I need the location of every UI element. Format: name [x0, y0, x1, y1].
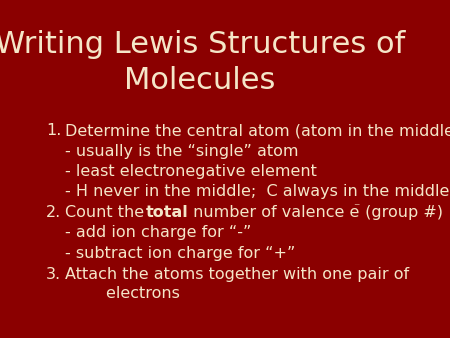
Text: total: total: [146, 205, 189, 220]
Text: (group #): (group #): [360, 205, 443, 220]
Text: - add ion charge for “-”: - add ion charge for “-”: [64, 225, 251, 240]
Text: - least electronegative element: - least electronegative element: [64, 164, 316, 179]
Text: 2.: 2.: [46, 205, 61, 220]
Text: number of valence e: number of valence e: [188, 205, 359, 220]
Text: 3.: 3.: [46, 267, 61, 282]
Text: 1.: 1.: [46, 123, 61, 138]
Text: - H never in the middle;  C always in the middle: - H never in the middle; C always in the…: [64, 184, 449, 199]
Text: Determine the central atom (atom in the middle): Determine the central atom (atom in the …: [64, 123, 450, 138]
Text: ⁻: ⁻: [354, 201, 360, 214]
Text: - usually is the “single” atom: - usually is the “single” atom: [64, 144, 298, 159]
Text: - subtract ion charge for “+”: - subtract ion charge for “+”: [64, 246, 295, 261]
Text: Attach the atoms together with one pair of
        electrons: Attach the atoms together with one pair …: [64, 267, 409, 301]
Text: Count the: Count the: [64, 205, 149, 220]
Text: Writing Lewis Structures of
Molecules: Writing Lewis Structures of Molecules: [0, 30, 405, 95]
